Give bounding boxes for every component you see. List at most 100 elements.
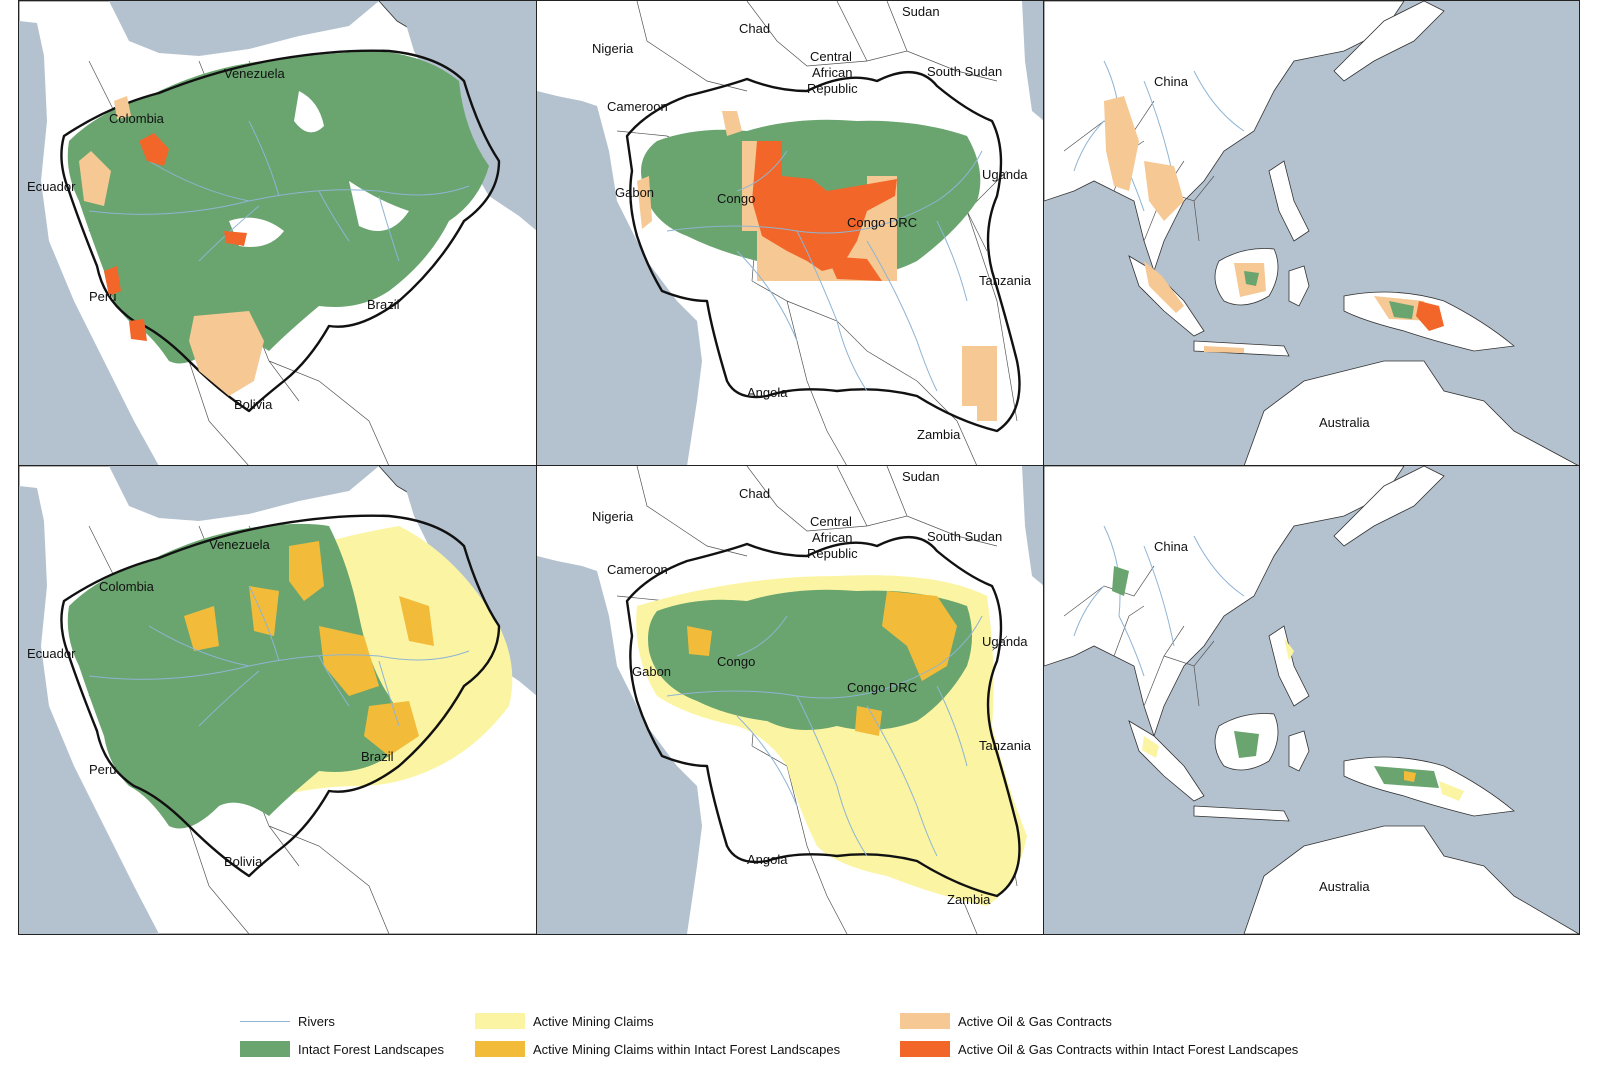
map-label: Cameroon: [607, 562, 668, 577]
oil-gas-swatch: [900, 1013, 950, 1029]
java: [1193, 805, 1290, 822]
map-label: Colombia: [99, 579, 155, 594]
forest-swatch: [240, 1041, 290, 1057]
map-label: Gabon: [615, 185, 654, 200]
intact-forest: [67, 523, 399, 829]
legend-item-mining: Active Mining Claims: [475, 1010, 654, 1032]
australia: [1243, 825, 1579, 934]
map-label: Chad: [739, 486, 770, 501]
asia-mainland: [1044, 466, 1405, 738]
congo-basin-outline: [625, 70, 1021, 433]
rivers: [88, 585, 470, 727]
philippines: [1268, 160, 1310, 242]
australia: [1243, 360, 1579, 466]
map-label: Zambia: [917, 427, 961, 442]
legend-label: Active Oil & Gas Contracts within Intact…: [958, 1041, 1299, 1057]
river-swatch: [240, 1020, 290, 1022]
intact-forest: [67, 51, 489, 364]
indian-ocean: [1022, 466, 1044, 586]
map-label: Angola: [747, 385, 788, 400]
congo-basin-outline: [625, 535, 1021, 898]
oil-gas-in-forest: [1416, 301, 1444, 331]
legend-label: Active Oil & Gas Contracts: [958, 1013, 1112, 1029]
map-label: China: [1154, 74, 1189, 89]
congo-oil-map: Chad Sudan Nigeria Central African Repub…: [536, 0, 1045, 467]
oil-gas-in-forest: [752, 141, 897, 281]
map-label: Ecuador: [27, 179, 76, 194]
map-label: Venezuela: [224, 66, 285, 81]
oil-gas-contracts: [79, 96, 264, 396]
caribbean-sea: [109, 1, 379, 56]
map-label: Uganda: [982, 167, 1028, 182]
map-label: Tanzania: [979, 273, 1032, 288]
atlantic-ocean: [537, 91, 702, 466]
rivers: [1073, 525, 1245, 677]
map-label: Nigeria: [592, 41, 634, 56]
atlantic-ocean: [537, 556, 702, 934]
map-label: Angola: [747, 852, 788, 867]
map-label: Central: [810, 514, 852, 529]
map-label: African: [812, 65, 852, 80]
map-label: Gabon: [632, 664, 671, 679]
map-label: Sudan: [902, 469, 940, 484]
congo-mining-svg: Chad Sudan Nigeria Central African Repub…: [537, 466, 1044, 934]
amazon-oil-map: Venezuela Colombia Ecuador Peru Bolivia …: [18, 0, 538, 467]
mining-in-forest: [687, 591, 957, 736]
map-label: Congo: [717, 191, 755, 206]
legend-item-rivers: Rivers: [240, 1010, 335, 1032]
map-label: Cameroon: [607, 99, 668, 114]
map-label: Ecuador: [27, 646, 76, 661]
map-label: African: [812, 530, 852, 545]
legend-label: Rivers: [298, 1013, 335, 1029]
map-label: Bolivia: [224, 854, 263, 869]
mining-in-forest: [184, 541, 434, 756]
amazon-mining-svg: Venezuela Colombia Ecuador Peru Bolivia …: [19, 466, 537, 934]
asia-mining-map: China Australia: [1043, 465, 1580, 935]
map-label: Zambia: [947, 892, 991, 907]
amazon-oil-svg: Venezuela Colombia Ecuador Peru Bolivia …: [19, 1, 537, 466]
map-label: Congo DRC: [847, 215, 917, 230]
map-label: Congo DRC: [847, 680, 917, 695]
mining-in-forest: [1404, 771, 1416, 782]
sulawesi: [1288, 265, 1310, 307]
legend-item-oil-gas-in-forest: Active Oil & Gas Contracts within Intact…: [900, 1038, 1298, 1060]
amazon-basin-outline: [60, 49, 501, 413]
legend-item-forest: Intact Forest Landscapes: [240, 1038, 444, 1060]
congo-oil-svg: Chad Sudan Nigeria Central African Repub…: [537, 1, 1044, 466]
map-label: Nigeria: [592, 509, 634, 524]
map-label: China: [1154, 539, 1189, 554]
congo-mining-map: Chad Sudan Nigeria Central African Repub…: [536, 465, 1045, 935]
legend-label: Intact Forest Landscapes: [298, 1041, 444, 1057]
amazon-mining-map: Venezuela Colombia Ecuador Peru Bolivia …: [18, 465, 538, 935]
legend-item-oil-gas: Active Oil & Gas Contracts: [900, 1010, 1112, 1032]
mining-in-forest-swatch: [475, 1041, 525, 1057]
map-label: Republic: [807, 81, 858, 96]
map-label: Brazil: [367, 297, 400, 312]
atlantic-ocean: [399, 1, 537, 231]
amazon-basin-outline: [60, 514, 501, 878]
map-label: Republic: [807, 546, 858, 561]
map-legend: Rivers Active Mining Claims Active Oil &…: [240, 1010, 1360, 1060]
oil-gas-in-forest-swatch: [900, 1041, 950, 1057]
indian-ocean: [1022, 1, 1044, 121]
legend-label: Active Mining Claims within Intact Fores…: [533, 1041, 841, 1057]
asia-mining-svg: China Australia: [1044, 466, 1579, 934]
map-label: Central: [810, 49, 852, 64]
rivers: [88, 120, 470, 262]
map-label: Peru: [89, 289, 116, 304]
intact-forest: [1244, 271, 1414, 319]
map-label: Congo: [717, 654, 755, 669]
map-label: Bolivia: [234, 397, 273, 412]
map-label: Peru: [89, 762, 116, 777]
map-label: Australia: [1319, 415, 1370, 430]
map-label: Chad: [739, 21, 770, 36]
philippines: [1268, 625, 1310, 707]
mining-swatch: [475, 1013, 525, 1029]
japan: [1333, 1, 1445, 82]
map-label: Uganda: [982, 634, 1028, 649]
map-label: Brazil: [361, 749, 394, 764]
map-label: South Sudan: [927, 529, 1002, 544]
map-figure: Venezuela Colombia Ecuador Peru Bolivia …: [18, 0, 1580, 954]
japan: [1333, 466, 1445, 547]
map-label: Tanzania: [979, 738, 1032, 753]
